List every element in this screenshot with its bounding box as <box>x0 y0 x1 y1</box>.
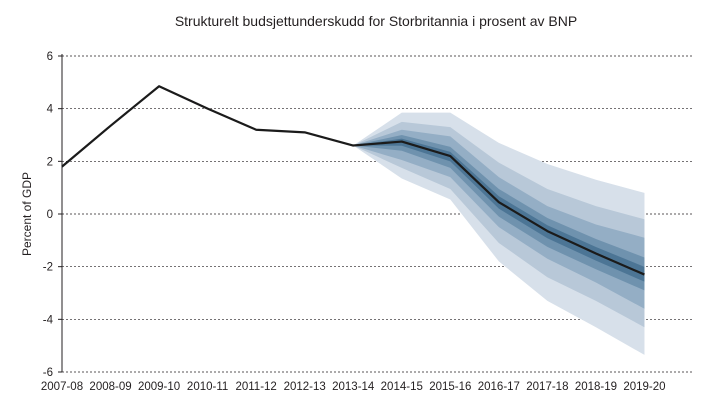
y-tick-label: -2 <box>43 262 53 274</box>
y-axis-tick-labels: 6 4 2 0 -2 -4 -6 <box>43 51 54 379</box>
y-tick-label: 4 <box>47 104 54 116</box>
x-axis-tick-labels: 2007-08 2008-09 2009-10 2010-11 2011-12 2012-… <box>41 381 666 393</box>
x-tick-label: 2019-20 <box>623 381 665 393</box>
y-tick-label: 6 <box>47 51 53 63</box>
x-tick-label: 2017-18 <box>526 381 568 393</box>
x-tick-label: 2011-12 <box>235 381 276 393</box>
x-tick-label: 2008-09 <box>89 381 131 393</box>
x-tick-label: 2012-13 <box>284 381 326 393</box>
chart-title: Strukturelt budsjettunderskudd for Storb… <box>175 13 577 29</box>
y-tick-label: 0 <box>47 209 53 221</box>
fan-bands <box>353 112 645 355</box>
y-tick-label: -6 <box>43 367 53 379</box>
series-line-path <box>61 85 645 276</box>
fan-band <box>353 138 645 282</box>
fan-band <box>353 135 645 291</box>
y-axis-label: Percent of GDP <box>20 172 34 256</box>
y-tick-label: -4 <box>43 314 54 326</box>
x-tick-label: 2015-16 <box>429 381 471 393</box>
x-tick-label: 2014-15 <box>381 381 423 393</box>
x-tick-label: 2018-19 <box>575 381 617 393</box>
x-tick-label: 2016-17 <box>478 381 520 393</box>
x-tick-label: 2009-10 <box>138 381 180 393</box>
x-tick-label: 2010-11 <box>187 381 228 393</box>
x-tick-label: 2013-14 <box>332 381 375 393</box>
y-tick-label: 2 <box>47 156 53 168</box>
x-tick-label: 2007-08 <box>41 381 83 393</box>
fan-band <box>353 129 645 309</box>
series-line <box>61 85 645 276</box>
